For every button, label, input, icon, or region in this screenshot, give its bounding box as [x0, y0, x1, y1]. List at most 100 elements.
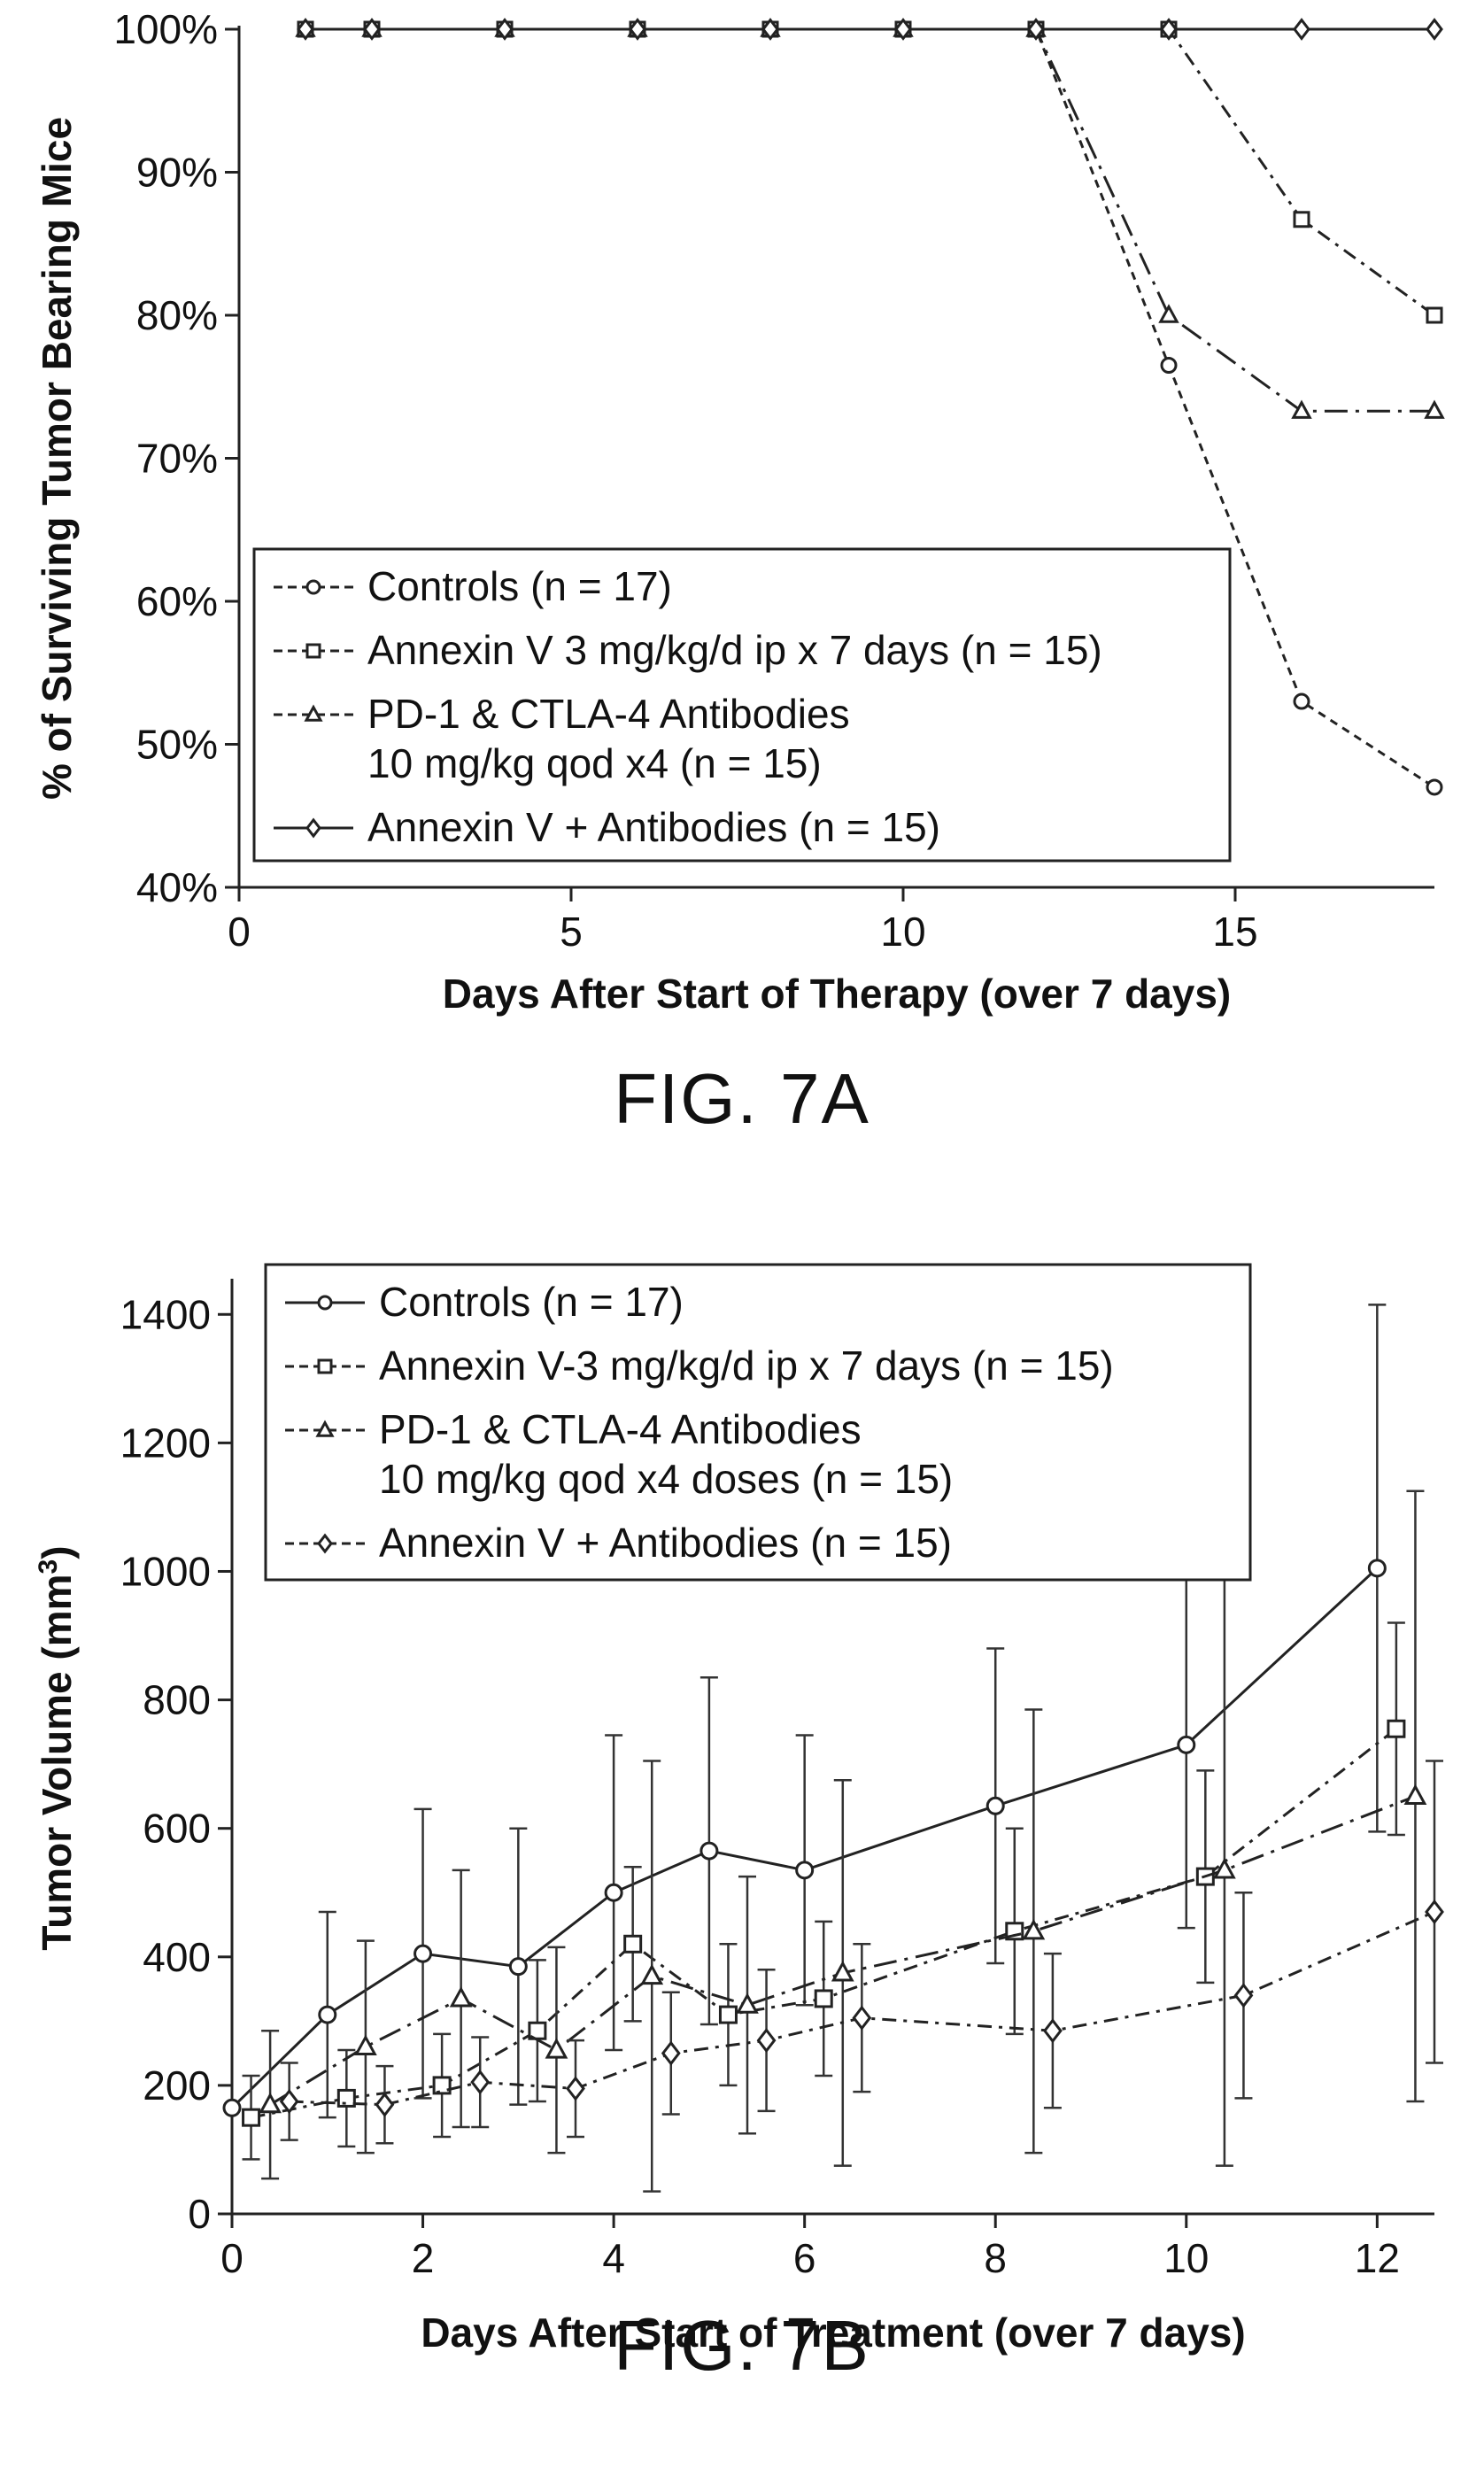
legend: Controls (n = 17) Annexin V-3 mg/kg/d ip … — [264, 1263, 1252, 1582]
y-axis-title-text: Tumor Volume (mm — [34, 1574, 80, 1950]
legend-entry-line: 10 mg/kg qod x4 (n = 15) — [367, 740, 822, 786]
series-line — [305, 27, 1435, 317]
legend-entry-line: Annexin V 3 mg/kg/d ip x 7 days (n = 15) — [367, 627, 1102, 673]
y-tick-label: 90% — [136, 150, 218, 196]
triangle-marker — [449, 1986, 473, 2008]
y-tick-label: 400 — [143, 1934, 211, 1980]
diamond-marker — [1233, 1983, 1254, 2008]
figure-caption: FIG. 7B — [614, 2306, 870, 2385]
circle-marker — [305, 579, 321, 595]
legend-box — [264, 1263, 1252, 1582]
y-axis-title-text: % of Surviving Tumor Bearing Mice — [34, 117, 80, 800]
triangle-marker — [1424, 399, 1445, 419]
diamond-marker — [1160, 18, 1178, 41]
legend-entry: Annexin V 3 mg/kg/d ip x 7 days (n = 15) — [367, 627, 1102, 673]
legend-entry-line: 10 mg/kg qod x4 doses (n = 15) — [379, 1456, 953, 1502]
x-axis-title: Days After Start of Therapy (over 7 days… — [443, 971, 1231, 1017]
series-line — [305, 27, 1434, 413]
diamond-marker — [1426, 18, 1443, 41]
square-marker — [1293, 211, 1310, 228]
square-marker — [336, 2088, 356, 2108]
y-tick-label: 100% — [113, 6, 218, 52]
triangle-marker — [1403, 1783, 1427, 1806]
diamond-marker — [661, 2040, 681, 2066]
y-tick-label: 40% — [136, 864, 218, 910]
diamond-marker — [317, 1533, 333, 1554]
y-tick-label: 1200 — [120, 1420, 211, 1466]
x-tick-label: 4 — [602, 2235, 625, 2281]
triangle-marker — [736, 1992, 759, 2014]
legend-entry-line: Annexin V + Antibodies (n = 15) — [379, 1520, 952, 1566]
legend-entry-line: Annexin V + Antibodies (n = 15) — [367, 804, 940, 850]
diamond-marker — [279, 2088, 299, 2115]
y-tick-label: 70% — [136, 436, 218, 482]
x-tick-label: 0 — [228, 909, 251, 955]
x-tick-label: 2 — [412, 2235, 435, 2281]
figure-caption: FIG. 7A — [614, 1059, 870, 1138]
diamond-marker — [375, 2092, 395, 2117]
figure-7b: 0 2 4 6 8 10 12 0 200 400 600 800 1000 1200 1400 Days A… — [0, 1238, 1484, 2476]
circle-marker — [317, 1295, 333, 1311]
diamond-marker — [756, 2027, 777, 2054]
legend-entry-line: Annexin V-3 mg/kg/d ip x 7 days (n = 15) — [379, 1342, 1114, 1389]
circle-marker — [1367, 1559, 1387, 1578]
diamond-marker — [305, 817, 321, 839]
series-group — [222, 1304, 1387, 2119]
series-line — [269, 1795, 1416, 2106]
circle-marker — [318, 2005, 337, 2024]
legend-entry: Annexin V-3 mg/kg/d ip x 7 days (n = 15) — [379, 1342, 1114, 1389]
legend: Controls (n = 17) Annexin V 3 mg/kg/d ip … — [252, 547, 1232, 863]
diamond-marker — [1293, 18, 1310, 41]
diamond-marker — [297, 18, 314, 41]
y-tick-label: 50% — [136, 722, 218, 768]
circle-marker — [1293, 693, 1310, 710]
triangle-marker — [1291, 399, 1312, 419]
square-marker — [623, 1934, 643, 1954]
series-line — [289, 1910, 1435, 2107]
diamond-marker — [566, 2076, 585, 2101]
triangle-marker — [315, 1420, 335, 1437]
triangle-marker — [354, 2034, 377, 2055]
legend-entry: Controls (n = 17) — [367, 563, 672, 609]
circle-marker — [222, 2098, 242, 2117]
square-marker — [718, 2005, 738, 2024]
triangle-marker — [1022, 1918, 1046, 1940]
legend-entry: PD-1 & CTLA-4 Antibodies 10 mg/kg qod x4 … — [379, 1406, 953, 1502]
y-axis-title-superscript: 3 — [34, 1559, 63, 1575]
diamond-marker — [629, 18, 646, 41]
square-marker — [317, 1358, 333, 1374]
legend-entry-line: Controls (n = 17) — [379, 1279, 684, 1325]
series-line — [230, 1567, 1379, 2109]
diamond-marker — [852, 2005, 872, 2031]
series-group — [297, 18, 1443, 41]
x-tick-label: 6 — [793, 2235, 816, 2281]
series-group — [297, 20, 1443, 324]
square-marker — [242, 2108, 261, 2127]
x-tick-label: 10 — [1163, 2235, 1209, 2281]
y-tick-label: 0 — [188, 2191, 211, 2237]
diamond-marker — [1027, 18, 1045, 41]
figure-7a: 0 5 10 15 40% 50% 60% 70% 80% 90% 100% Days After S… — [34, 6, 1445, 1138]
triangle-marker — [304, 704, 323, 722]
diamond-marker — [470, 2070, 491, 2095]
y-axis-title-close: ) — [34, 1545, 80, 1559]
y-axis-title: % of Surviving Tumor Bearing Mice — [34, 117, 80, 800]
legend-entry-line: PD-1 & CTLA-4 Antibodies — [379, 1406, 862, 1452]
x-tick-label: 10 — [880, 909, 925, 955]
x-tick-label: 15 — [1212, 909, 1257, 955]
triangle-marker — [831, 1961, 854, 1982]
diamond-marker — [1425, 1899, 1444, 1925]
circle-marker — [699, 1841, 719, 1861]
tumor-volume-chart: 0 2 4 6 8 10 12 0 200 400 600 800 1000 1200 1400 Days A… — [34, 1263, 1444, 2356]
legend-entry: Annexin V + Antibodies (n = 15) — [367, 804, 940, 850]
triangle-marker — [1158, 304, 1179, 323]
x-tick-label: 12 — [1355, 2235, 1400, 2281]
circle-marker — [1426, 778, 1443, 796]
y-tick-label: 200 — [143, 2062, 211, 2108]
diamond-marker — [1042, 2018, 1063, 2044]
legend-entry: Controls (n = 17) — [379, 1279, 684, 1325]
circle-marker — [508, 1957, 528, 1977]
legend-entry: Annexin V + Antibodies (n = 15) — [379, 1520, 952, 1566]
square-marker — [305, 643, 321, 659]
y-tick-label: 80% — [136, 292, 218, 338]
